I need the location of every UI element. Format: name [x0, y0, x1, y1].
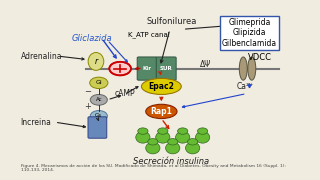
Circle shape: [197, 128, 208, 134]
Ellipse shape: [248, 57, 256, 80]
Text: cAMP: cAMP: [115, 89, 135, 98]
Text: Ca²⁺: Ca²⁺: [228, 39, 245, 48]
FancyBboxPatch shape: [88, 117, 107, 138]
Ellipse shape: [146, 142, 160, 154]
Ellipse shape: [239, 57, 247, 80]
Ellipse shape: [88, 53, 104, 70]
Circle shape: [90, 111, 107, 121]
Text: Gliclazida: Gliclazida: [71, 34, 112, 43]
Text: Ac: Ac: [95, 97, 102, 102]
FancyBboxPatch shape: [156, 57, 176, 80]
FancyBboxPatch shape: [137, 57, 157, 80]
Ellipse shape: [156, 132, 170, 143]
Text: Epac2: Epac2: [148, 82, 174, 91]
Text: r: r: [94, 57, 98, 66]
Ellipse shape: [196, 132, 210, 143]
Text: +: +: [84, 102, 92, 111]
Circle shape: [178, 128, 188, 134]
Circle shape: [148, 139, 158, 145]
Ellipse shape: [176, 132, 190, 143]
Text: Secreción insulina: Secreción insulina: [133, 157, 209, 166]
Text: Glimeprida
Glipizida
Gilbenclamida: Glimeprida Glipizida Gilbenclamida: [222, 18, 277, 48]
Text: Ca²⁺: Ca²⁺: [236, 82, 254, 91]
Text: Rap1: Rap1: [150, 107, 172, 116]
Text: −: −: [84, 87, 92, 96]
Circle shape: [138, 128, 148, 134]
Circle shape: [158, 128, 168, 134]
Ellipse shape: [141, 78, 181, 94]
Ellipse shape: [166, 142, 180, 154]
Ellipse shape: [146, 104, 177, 119]
Circle shape: [109, 62, 131, 75]
Text: Increina: Increina: [20, 118, 52, 127]
Circle shape: [90, 94, 107, 105]
Text: Gs: Gs: [95, 113, 102, 118]
Circle shape: [188, 139, 198, 145]
Text: Figure 4. Mecanismos de acción de los SU. Modificado de Shimada, et al Diabetes,: Figure 4. Mecanismos de acción de los SU…: [20, 164, 285, 172]
Text: SUR: SUR: [160, 66, 172, 71]
Circle shape: [90, 77, 108, 89]
Text: Adrenalina: Adrenalina: [20, 51, 62, 60]
Text: ΔΨ: ΔΨ: [200, 60, 211, 69]
Text: VDCC: VDCC: [247, 53, 271, 62]
Text: Gi: Gi: [95, 80, 102, 85]
Ellipse shape: [186, 142, 200, 154]
Text: Sulfonilurea: Sulfonilurea: [146, 17, 196, 26]
Text: Kir: Kir: [143, 66, 152, 71]
Circle shape: [168, 139, 178, 145]
Text: K_ATP canal: K_ATP canal: [128, 31, 170, 38]
Ellipse shape: [136, 132, 150, 143]
